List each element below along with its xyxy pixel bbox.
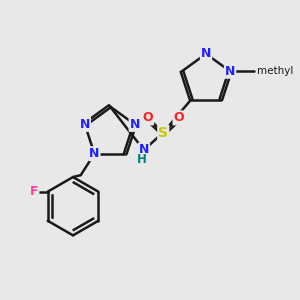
Text: N: N [225, 65, 235, 78]
Text: O: O [142, 111, 153, 124]
Text: N: N [139, 143, 149, 157]
Text: O: O [173, 111, 184, 124]
Text: S: S [158, 125, 168, 140]
Text: N: N [130, 118, 140, 131]
Text: F: F [30, 185, 38, 198]
Text: N: N [80, 118, 90, 131]
Text: N: N [201, 47, 211, 60]
Text: N: N [89, 147, 100, 160]
Text: methyl: methyl [257, 66, 294, 76]
Text: H: H [137, 153, 147, 166]
